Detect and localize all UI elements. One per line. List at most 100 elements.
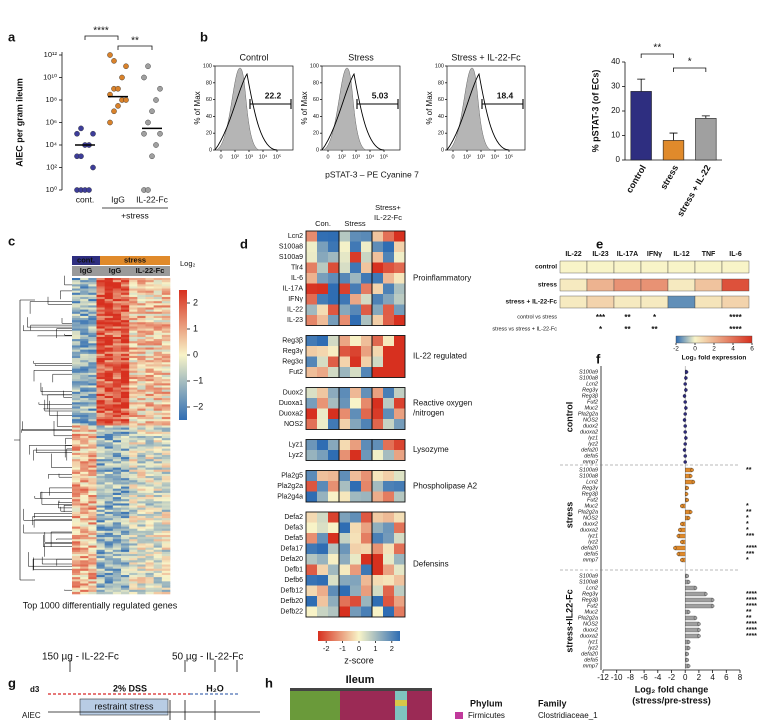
heat-cell <box>137 440 146 443</box>
heat-cell <box>112 444 122 447</box>
heat-cell <box>104 372 114 376</box>
heat-cell <box>145 389 154 393</box>
heat-cell <box>137 307 146 310</box>
column-label: IL-12 <box>673 251 689 258</box>
heat-cell <box>112 332 122 336</box>
subgroup-label: IgG <box>109 266 122 275</box>
heat-cell <box>104 387 114 390</box>
heat-cell <box>72 509 81 513</box>
heat-cell <box>137 549 146 553</box>
y-tick-label: 10¹² <box>44 50 58 59</box>
heat-cell <box>145 345 154 348</box>
heat-cell <box>112 543 122 546</box>
heat-cell <box>339 606 350 617</box>
x-tick-label: -6 <box>641 673 649 682</box>
error-bar <box>701 115 710 119</box>
heat-cell <box>137 526 146 529</box>
heat-cell <box>88 305 97 308</box>
heat-cell <box>306 596 317 607</box>
heat-cell <box>88 520 97 523</box>
heat-cell <box>80 564 89 567</box>
heat-cell <box>104 280 114 283</box>
heat-cell <box>121 518 130 521</box>
heat-cell <box>112 583 122 586</box>
heat-cell <box>137 387 146 390</box>
heat-cell <box>372 585 383 596</box>
heat-cell <box>121 575 130 578</box>
heat-cell <box>72 393 81 397</box>
heat-cell <box>96 503 105 506</box>
heat-cell <box>80 497 89 500</box>
heat-cell <box>121 448 130 452</box>
heat-cell <box>145 438 154 441</box>
heat-cell <box>137 311 146 315</box>
heat-cell <box>350 262 361 273</box>
heat-cell <box>129 543 138 546</box>
heat-cell <box>72 278 81 281</box>
group-frame <box>371 335 406 378</box>
stress-label: restraint stress <box>94 701 154 711</box>
heat-cell <box>96 400 105 403</box>
heat-cell <box>104 492 114 496</box>
heat-cell <box>161 339 171 342</box>
heat-cell <box>72 452 81 456</box>
heat-cell <box>145 579 154 582</box>
heat-cell <box>104 334 114 338</box>
heat-cell <box>153 431 163 435</box>
heat-cell <box>72 341 81 344</box>
heat-cell <box>72 553 81 557</box>
heat-cell <box>88 400 97 403</box>
heat-cell <box>145 463 154 466</box>
heat-cell <box>112 398 122 401</box>
significance: ** <box>624 325 631 334</box>
heat-cell <box>88 482 97 485</box>
heat-cell <box>153 370 163 374</box>
row-label: stress + IL-22-Fc <box>506 299 558 306</box>
heat-cell <box>153 309 163 313</box>
heat-cell <box>161 358 171 361</box>
heat-cell <box>72 379 81 382</box>
heat-cell <box>88 412 97 416</box>
heat-cell <box>129 551 138 555</box>
heat-cell <box>145 520 154 523</box>
heat-cell <box>145 282 154 285</box>
heat-cell <box>153 553 163 557</box>
heat-cell <box>372 512 383 523</box>
heat-cell <box>72 566 81 570</box>
heat-cell <box>72 398 81 401</box>
heat-cell <box>161 315 171 319</box>
heat-cell <box>153 393 163 397</box>
heat-cell <box>121 530 130 534</box>
heat-cell <box>137 433 146 437</box>
gene-label: Pla2g2a <box>578 509 598 515</box>
heat-cell <box>161 303 171 306</box>
heat-cell <box>72 572 81 576</box>
heat-cell <box>394 262 405 273</box>
heat-cell <box>96 446 105 449</box>
heat-cell <box>137 446 146 449</box>
heat-cell <box>80 410 89 414</box>
heat-cell <box>161 454 171 458</box>
heat-cell <box>72 526 81 529</box>
column-label: IL-22 <box>565 251 581 258</box>
gene-label: Reg3β <box>582 597 599 603</box>
heat-cell <box>317 335 328 346</box>
heat-cell <box>161 334 171 338</box>
heat-cell <box>129 560 138 563</box>
heat-cell <box>145 452 154 456</box>
heat-cell <box>161 528 171 532</box>
group-label: +stress <box>121 210 149 220</box>
heat-cell <box>613 278 642 292</box>
heat-cell <box>161 478 171 481</box>
heat-cell <box>96 568 105 572</box>
heat-cell <box>104 501 114 504</box>
heat-cell <box>161 368 171 371</box>
point <box>682 448 687 452</box>
heat-cell <box>112 581 122 584</box>
x-tick-label: 10² <box>231 154 239 160</box>
scale-tick-label: -1 <box>339 644 346 653</box>
group-header <box>72 256 100 265</box>
gene-label: S100a8 <box>279 244 303 251</box>
heat-cell <box>72 482 81 485</box>
heat-cell <box>129 566 138 570</box>
